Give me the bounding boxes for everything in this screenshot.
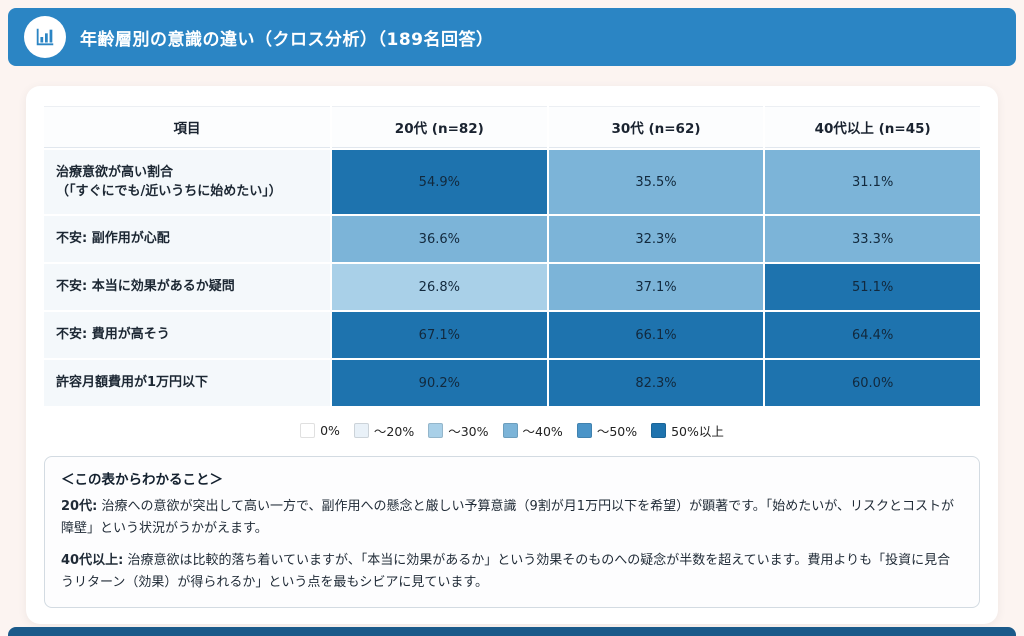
legend-label: ～20%: [373, 424, 415, 439]
heatmap-cell: 54.9%: [332, 150, 547, 214]
column-header-40plus: 40代以上 (n=45): [765, 106, 980, 148]
content-card: 項目 20代 (n=82) 30代 (n=62) 40代以上 (n=45) 治療…: [26, 86, 998, 625]
heatmap-cell: 32.3%: [548, 216, 764, 262]
row-label-sub: （「すぐにでも/近いうちに始めたい」）: [56, 184, 282, 199]
row-label: 許容月額費用が1万円以下: [44, 360, 330, 406]
notes-heading: ＜この表からわかること＞: [61, 472, 223, 488]
page-title: 年齢層別の意識の違い（クロス分析）（189名回答）: [80, 29, 494, 50]
heatmap-cell: 37.1%: [548, 264, 764, 310]
legend-item: 50%以上: [651, 421, 724, 440]
heatmap-cell: 82.3%: [548, 360, 764, 406]
heatmap-legend: 0% ～20% ～30% ～40% ～50% 50%以上: [44, 421, 980, 440]
note-text: 治療への意欲が突出して高い一方で、副作用への懸念と厳しい予算意識（9割が月1万円…: [61, 499, 955, 537]
header-bar: 年齢層別の意識の違い（クロス分析）（189名回答）: [8, 8, 1016, 66]
legend-swatch: [353, 423, 369, 438]
legend-item: ～50%: [576, 421, 638, 440]
heatmap-table: 項目 20代 (n=82) 30代 (n=62) 40代以上 (n=45) 治療…: [44, 106, 980, 406]
row-label-main: 治療意欲が高い割合: [56, 164, 174, 180]
heatmap-cell: 64.4%: [765, 312, 980, 358]
row-label: 不安: 副作用が心配: [44, 216, 330, 262]
legend-item: ～30%: [428, 421, 489, 440]
row-label: 治療意欲が高い割合 （「すぐにでも/近いうちに始めたい」）: [44, 150, 330, 214]
row-label: 不安: 費用が高そう: [44, 312, 330, 358]
heatmap-cell: 35.5%: [548, 150, 764, 214]
heatmap-cell: 51.1%: [765, 264, 980, 310]
heatmap-cell: 60.0%: [765, 360, 980, 406]
chart-icon: [24, 16, 66, 58]
legend-label: ～40%: [522, 424, 563, 439]
heatmap-cell: 33.3%: [765, 216, 980, 262]
legend-swatch: [576, 423, 592, 438]
heatmap-cell: 90.2%: [332, 360, 547, 406]
legend-swatch: [428, 423, 444, 438]
note-label: 20代:: [61, 499, 98, 514]
legend-item: ～20%: [353, 421, 415, 440]
legend-swatch: [502, 423, 518, 438]
legend-swatch: [651, 423, 667, 438]
legend-swatch: [300, 423, 316, 438]
column-header-30s: 30代 (n=62): [548, 106, 764, 148]
column-header-20s: 20代 (n=82): [332, 106, 547, 148]
legend-label: ～30%: [448, 424, 489, 439]
heatmap-cell: 67.1%: [332, 312, 547, 358]
heatmap-cell: 36.6%: [332, 216, 547, 262]
note-text: 治療意欲は比較的落ち着いていますが、「本当に効果があるか」という効果そのものへの…: [61, 553, 951, 591]
note-item: 40代以上: 治療意欲は比較的落ち着いていますが、「本当に効果があるか」という効…: [61, 550, 963, 594]
heatmap-cell: 26.8%: [332, 264, 547, 310]
row-label: 不安: 本当に効果があるか疑問: [44, 264, 330, 310]
heatmap-cell: 66.1%: [548, 312, 764, 358]
column-header-item: 項目: [44, 106, 330, 148]
notes-box: ＜この表からわかること＞ 20代: 治療への意欲が突出して高い一方で、副作用への…: [44, 456, 980, 609]
note-label: 40代以上:: [61, 553, 124, 569]
heatmap-cell: 31.1%: [765, 150, 980, 214]
legend-label: 50%以上: [671, 424, 724, 439]
legend-label: 0%: [320, 423, 340, 438]
legend-item: ～40%: [502, 421, 563, 440]
next-section-bar: [8, 627, 1016, 636]
legend-item: 0%: [300, 423, 340, 438]
legend-label: ～50%: [596, 424, 638, 439]
note-item: 20代: 治療への意欲が突出して高い一方で、副作用への懸念と厳しい予算意識（9割…: [61, 496, 963, 540]
